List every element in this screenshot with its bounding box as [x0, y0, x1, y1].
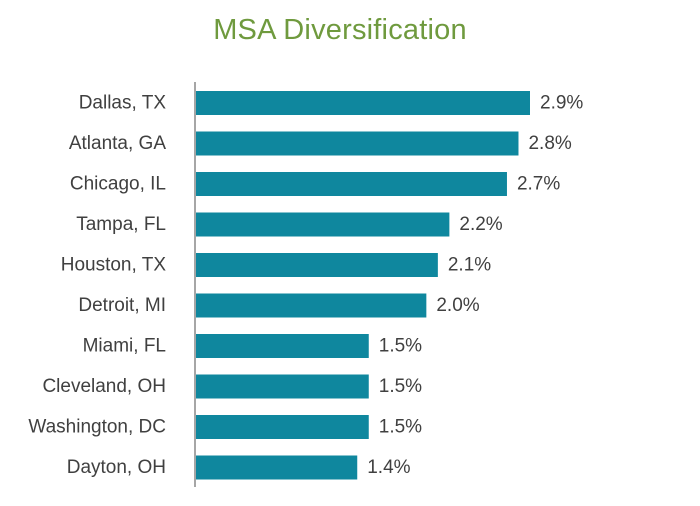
value-label: 1.5%	[379, 417, 422, 438]
value-label: 2.8%	[528, 133, 571, 154]
category-label: Cleveland, OH	[42, 376, 166, 397]
category-label: Miami, FL	[83, 336, 166, 357]
bar	[196, 334, 369, 358]
category-label: Dayton, OH	[67, 457, 166, 478]
category-label: Detroit, MI	[78, 295, 166, 316]
bar	[196, 293, 427, 318]
value-label: 2.9%	[540, 93, 583, 114]
category-label: Tampa, FL	[76, 214, 166, 235]
category-label: Houston, TX	[61, 255, 167, 276]
bar	[196, 131, 519, 156]
value-label: 2.1%	[448, 255, 491, 276]
bar	[196, 253, 438, 277]
value-label: 1.5%	[379, 336, 422, 357]
value-label: 2.2%	[459, 214, 502, 235]
bar	[196, 374, 369, 399]
bar	[196, 172, 507, 196]
bar	[196, 212, 450, 237]
category-label: Washington, DC	[28, 417, 166, 438]
category-label: Dallas, TX	[79, 93, 167, 114]
value-label: 1.5%	[379, 376, 422, 397]
bar	[196, 91, 530, 115]
value-label: 1.4%	[367, 457, 410, 478]
category-label: Chicago, IL	[70, 174, 166, 195]
bars-group: Dallas, TX 2.9% Atlanta, GA 2.8% Chicago, IL…	[28, 91, 583, 480]
bar	[196, 415, 369, 439]
chart-title: MSA Diversification	[213, 14, 467, 46]
category-label: Atlanta, GA	[69, 133, 166, 154]
value-label: 2.7%	[517, 174, 560, 195]
value-label: 2.0%	[436, 295, 479, 316]
bar	[196, 455, 358, 480]
